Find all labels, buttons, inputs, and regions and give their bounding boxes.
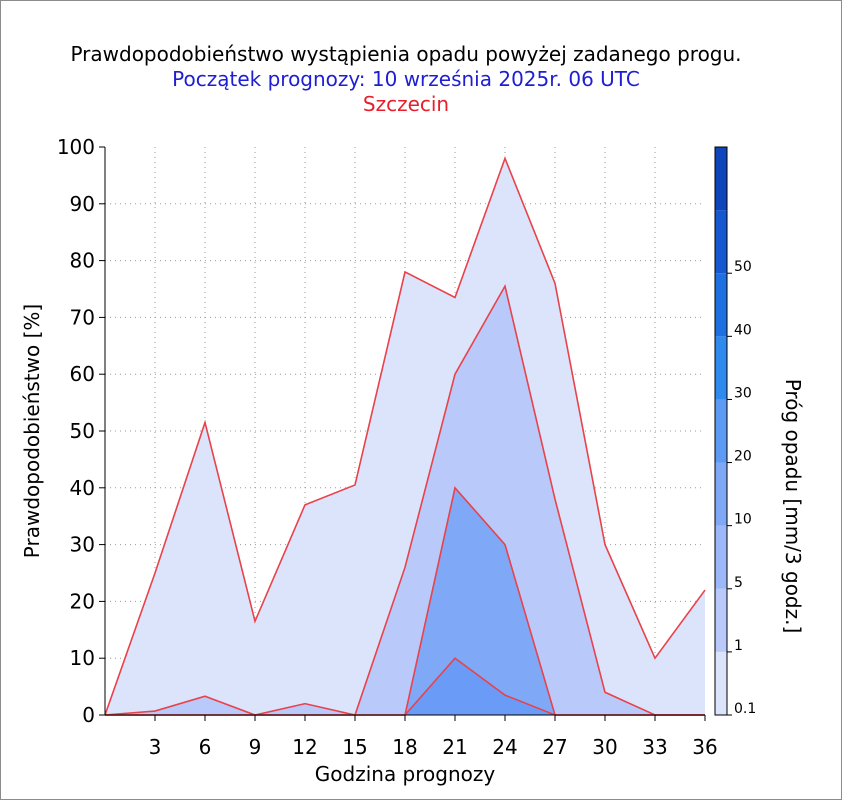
x-tick-label: 36 <box>692 735 717 759</box>
y-tick-label: 20 <box>70 589 95 613</box>
x-tick-label: 33 <box>642 735 667 759</box>
x-tick-label: 21 <box>442 735 467 759</box>
colorbar-segment <box>715 210 727 274</box>
colorbar-segment <box>715 147 727 211</box>
y-tick-label: 30 <box>70 533 95 557</box>
chart-subtitle: Początek prognozy: 10 września 2025r. 06… <box>172 67 640 91</box>
x-tick-label: 18 <box>392 735 417 759</box>
colorbar-segment <box>715 588 727 652</box>
y-tick-label: 10 <box>70 646 95 670</box>
y-tick-label: 0 <box>82 703 95 727</box>
colorbar-label: Próg opadu [mm/3 godz.] <box>781 379 805 634</box>
x-tick-label: 3 <box>149 735 162 759</box>
y-tick-label: 50 <box>70 419 95 443</box>
x-tick-label: 30 <box>592 735 617 759</box>
x-axis-label: Godzina prognozy <box>315 762 496 786</box>
chart-location: Szczecin <box>362 92 450 116</box>
y-tick-label: 40 <box>70 476 95 500</box>
chart-title: Prawdopodobieństwo wystąpienia opadu pow… <box>70 42 742 66</box>
y-tick-label: 90 <box>70 192 95 216</box>
colorbar-frame <box>714 146 728 716</box>
colorbar-tick-label: 30 <box>734 385 752 401</box>
colorbar-tick-label: 20 <box>734 449 752 465</box>
colorbar-tick-label: 1 <box>734 638 743 654</box>
x-tick-label: 27 <box>542 735 567 759</box>
colorbar-segment <box>715 525 727 589</box>
x-tick-label: 6 <box>199 735 212 759</box>
x-tick-label: 12 <box>292 735 317 759</box>
y-tick-label: 100 <box>57 135 95 159</box>
colorbar-tick-label: 10 <box>734 512 752 528</box>
colorbar-segment <box>715 273 727 337</box>
y-axis-label: Prawdopodobieństwo [%] <box>20 304 44 558</box>
x-tick-label: 9 <box>249 735 262 759</box>
y-tick-label: 80 <box>70 249 95 273</box>
colorbar-segment <box>715 462 727 526</box>
colorbar-segment <box>715 336 727 400</box>
colorbar-segment <box>715 651 727 715</box>
colorbar-tick-label: 5 <box>734 575 743 591</box>
colorbar-tick-label: 40 <box>734 322 752 338</box>
colorbar-tick-label: 0.1 <box>734 701 756 717</box>
colorbar-segment <box>715 399 727 463</box>
line-threshold-1 <box>104 283 705 716</box>
x-tick-label: 15 <box>342 735 367 759</box>
x-tick-label: 24 <box>492 735 517 759</box>
y-tick-label: 70 <box>70 305 95 329</box>
line-threshold-0.1 <box>104 156 706 716</box>
colorbar-tick-label: 50 <box>734 259 752 275</box>
y-tick-label: 60 <box>70 362 95 386</box>
area-threshold-1 <box>105 286 705 715</box>
